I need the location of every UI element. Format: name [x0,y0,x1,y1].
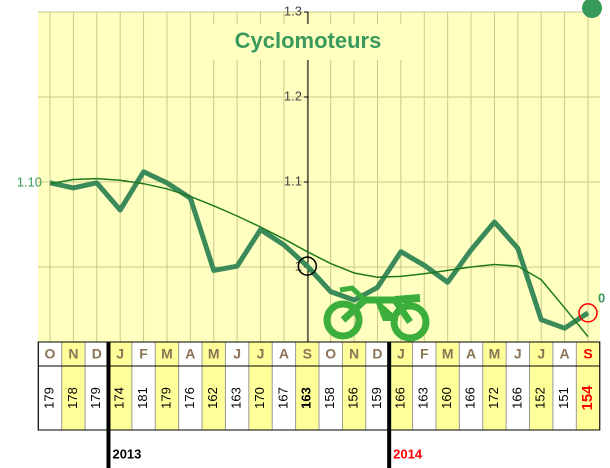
month-label: J [397,346,405,362]
table-value: 163 [416,387,431,409]
month-label: J [116,346,124,362]
month-label: D [92,346,102,362]
table-value: 179 [88,387,103,409]
col-highlight [435,342,460,430]
moped-icon [323,285,430,342]
col-highlight [295,342,319,430]
col-highlight [576,342,600,430]
table-value: 151 [556,387,571,409]
table-value: 167 [275,387,290,409]
month-label: A [279,346,289,362]
table-value: 160 [439,387,454,409]
month-label: M [208,346,220,362]
month-label: J [514,346,522,362]
table-value: 181 [135,387,150,409]
month-label: N [68,346,78,362]
lines [49,169,598,338]
table-value: 156 [346,387,361,409]
table-value: 172 [486,387,501,409]
table-value: 163 [229,387,244,409]
table: O 179 N 178 D 179 J 174 F 181 M 179 A 176 M 162 J 163 J 170… [37,341,601,468]
table-value: 178 [65,387,80,409]
table-value: 179 [41,387,56,409]
col-highlight [482,342,507,430]
month-label: S [583,346,592,362]
month-label: O [45,346,56,362]
series-line [49,169,590,331]
month-label: S [303,346,312,362]
year-label: 2014 [393,446,423,461]
title-bg [208,24,408,60]
month-label: J [233,346,241,362]
month-label: A [185,346,195,362]
col-highlight [155,342,179,430]
col-highlight [248,342,273,430]
table-value: 166 [462,387,477,409]
month-label: F [420,346,429,362]
month-label: F [139,346,148,362]
col-highlight [108,342,132,430]
month-label: O [325,346,336,362]
col-highlight [342,342,366,430]
table-border [37,341,601,431]
col-highlight [529,342,553,430]
table-value: 152 [533,387,548,409]
table-value: 159 [369,387,384,409]
year-label: 2013 [112,446,141,461]
table-value: 176 [182,387,197,409]
y-tick-label: 1.2 [284,88,302,103]
table-value: 166 [392,387,407,409]
month-label: M [161,346,173,362]
corner-dot [582,0,602,18]
table-value: 163 [299,387,314,409]
month-label: J [537,346,545,362]
table-value: 170 [252,387,267,409]
col-highlight [389,342,413,430]
point-marker [578,303,598,323]
y-tick-label: 1.3 [284,3,302,18]
table-value: 154 [579,385,596,411]
table-value: 162 [205,387,220,409]
point-marker [297,256,318,276]
series-line [49,177,589,338]
month-label: A [560,346,570,362]
month-label: A [466,346,476,362]
month-label: N [349,346,359,362]
annotation: 0 [598,290,605,305]
month-label: J [257,346,265,362]
col-highlight [202,342,226,430]
month-label: D [372,346,382,362]
grid: 0.911.11.21.3 [38,3,600,358]
table-value: 166 [509,387,524,409]
table-value: 158 [322,387,337,409]
y-tick-label: 1.1 [284,173,302,188]
annotation: 1.10 [17,174,42,189]
table-value: 179 [158,387,173,409]
month-label: M [489,346,501,362]
table-value: 174 [112,387,127,409]
col-highlight [61,342,86,430]
chart-title: Cyclomoteurs [235,28,382,53]
month-label: M [442,346,454,362]
